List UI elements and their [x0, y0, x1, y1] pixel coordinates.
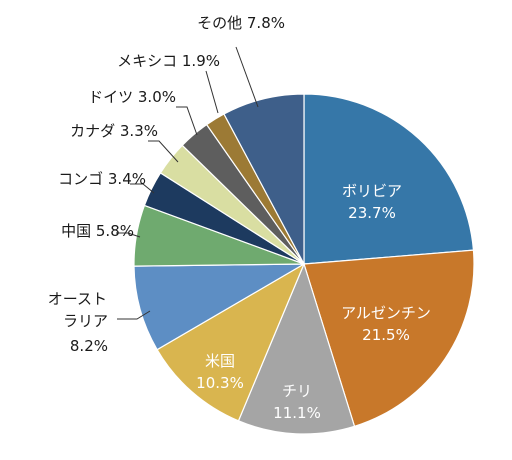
slice-value-label: 10.3% — [196, 374, 244, 392]
slice-label: メキシコ 1.9% — [117, 52, 220, 70]
pie-slice-1 — [303, 93, 475, 265]
slice-label: コンゴ 3.4% — [58, 170, 146, 188]
slice-name-label: ボリビア — [342, 182, 402, 200]
slice-value-label: 8.2% — [70, 337, 108, 355]
slice-label: その他 7.8% — [197, 14, 285, 32]
leader-line — [148, 140, 179, 163]
pie-slice-2 — [303, 249, 475, 428]
pie-slice-3 — [237, 262, 356, 435]
slice-name-label: チリ — [282, 382, 312, 400]
slice-value-label: 23.7% — [348, 204, 396, 222]
slice-value-label: 11.1% — [273, 404, 321, 422]
slice-name-label: アルゼンチン — [341, 304, 431, 322]
pie-slice-5 — [133, 263, 307, 351]
leader-line — [116, 232, 141, 238]
slice-label: 中国 5.8% — [61, 222, 134, 240]
pie-slice-4 — [156, 262, 306, 422]
slice-name-label: オースト — [48, 290, 107, 308]
slice-name-label: 米国 — [205, 352, 235, 370]
pie-slice-11 — [223, 93, 305, 265]
slice-labels: ボリビア 23.7% アルゼンチン 21.5% チリ 11.1% 米国 10.3% オーストラリ… — [48, 14, 431, 422]
pie-slices — [133, 93, 475, 435]
leader-line — [117, 310, 151, 320]
leader-line — [205, 70, 219, 114]
slice-value-label: 21.5% — [362, 326, 410, 344]
slice-name-label: ラリア — [63, 312, 108, 330]
leader-line — [176, 106, 198, 136]
slice-label: カナダ 3.3% — [70, 122, 158, 140]
slice-label: ドイツ 3.0% — [88, 88, 176, 106]
leader-line — [130, 183, 155, 194]
leader-line — [235, 46, 259, 108]
leader-lines — [116, 46, 259, 320]
